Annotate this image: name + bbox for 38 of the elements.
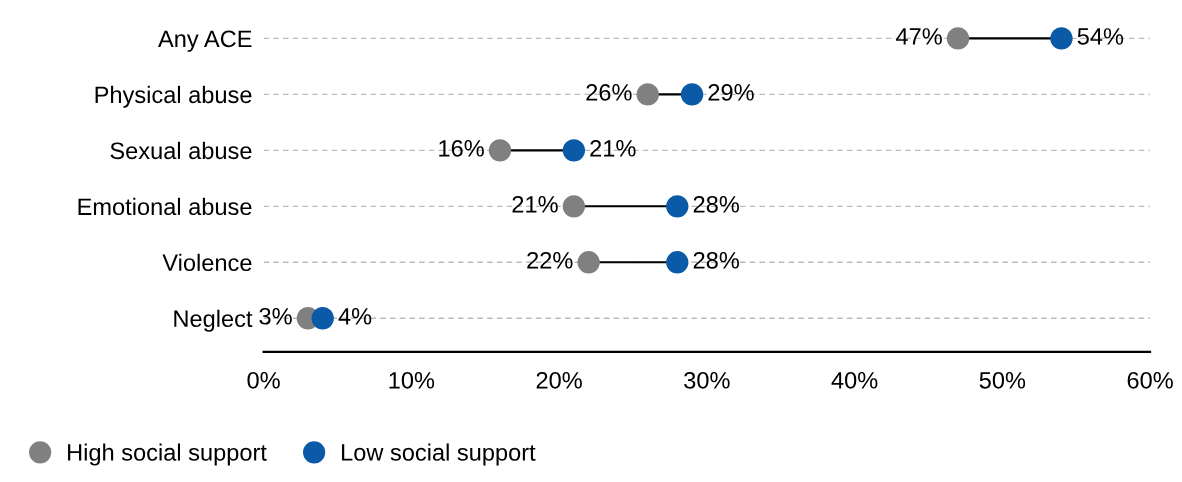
- y-tick-label: Physical abuse: [95, 85, 252, 108]
- data-label: 22%: [527, 251, 573, 269]
- data-label: 4%: [338, 308, 372, 325]
- point: [666, 195, 689, 218]
- data-label: 47%: [896, 28, 942, 45]
- point: [636, 83, 659, 106]
- data-label: 29%: [708, 84, 754, 101]
- legend-label: Low social support: [342, 443, 536, 466]
- point: [311, 307, 334, 330]
- y-tick-label: Violence: [162, 253, 252, 272]
- data-label: 28%: [693, 251, 739, 269]
- data-label: 21%: [590, 139, 636, 157]
- data-label: 16%: [439, 139, 484, 157]
- x-tick-label: 30%: [684, 371, 730, 389]
- x-tick-label: 50%: [979, 371, 1026, 389]
- point: [946, 27, 970, 50]
- data-label: 3%: [259, 307, 292, 325]
- legend-label: High social support: [68, 443, 267, 466]
- data-label: 28%: [693, 195, 739, 213]
- data-label: 26%: [586, 84, 632, 101]
- point: [562, 139, 586, 162]
- data-label: 21%: [512, 195, 558, 213]
- y-tick-label: Any ACE: [158, 30, 252, 52]
- x-tick-label: 40%: [831, 371, 878, 389]
- x-tick-label: 60%: [1127, 371, 1173, 389]
- y-tick-label: Sexual abuse: [110, 141, 252, 160]
- y-tick-label: Neglect: [174, 309, 253, 332]
- point: [562, 195, 586, 218]
- y-tick-label: Emotional abuse: [78, 197, 252, 216]
- point: [577, 251, 600, 274]
- x-tick-label: 0%: [247, 371, 280, 389]
- x-tick-label: 10%: [389, 371, 435, 389]
- data-label: 54%: [1077, 28, 1124, 45]
- point: [1050, 27, 1073, 50]
- point: [680, 83, 704, 106]
- point: [488, 139, 512, 162]
- x-tick-label: 20%: [536, 371, 582, 389]
- point: [666, 251, 689, 274]
